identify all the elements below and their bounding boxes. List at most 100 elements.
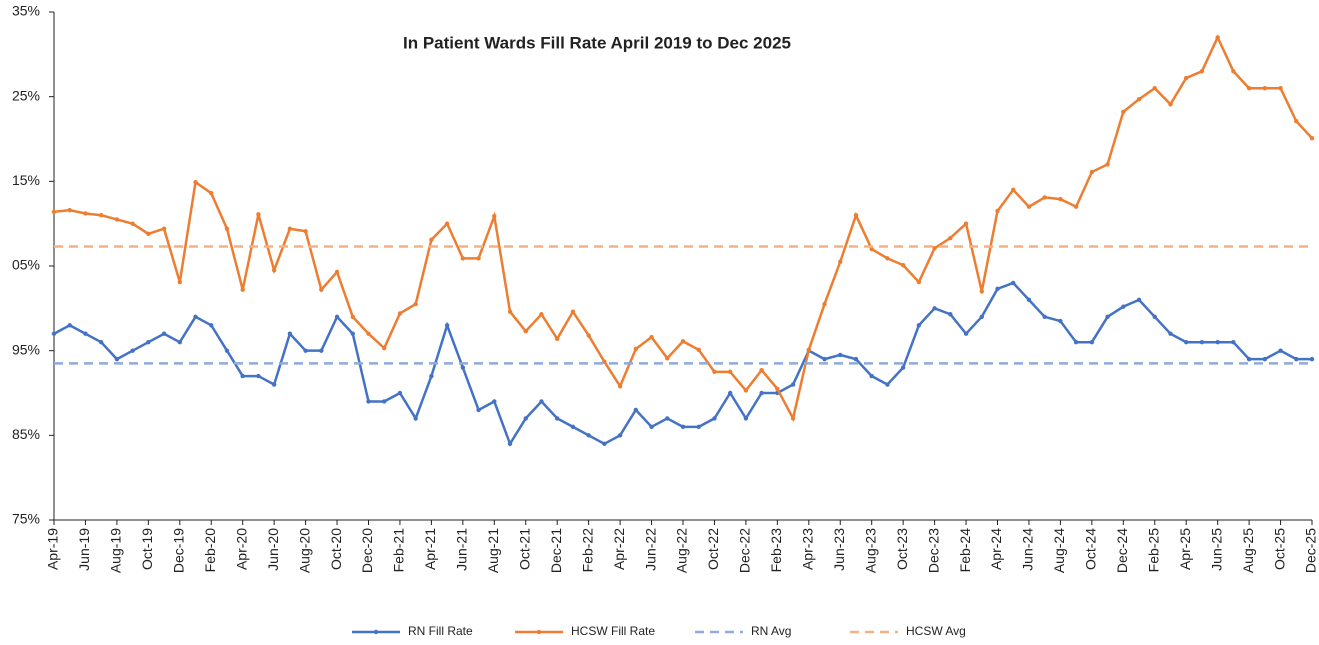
point (869, 373, 874, 379)
x-tick-label: Aug-25 (1240, 528, 1256, 573)
x-tick-label: Dec-25 (1303, 528, 1319, 573)
point (177, 340, 182, 345)
point (209, 323, 214, 328)
point (900, 262, 906, 268)
x-tick-label: Jun-21 (454, 528, 470, 571)
point (1058, 318, 1063, 324)
point (1231, 340, 1236, 345)
point (885, 382, 890, 387)
point (492, 213, 497, 219)
point (523, 328, 528, 334)
point (1042, 314, 1047, 319)
point (665, 356, 670, 361)
y-tick-label: 15% (12, 172, 40, 188)
point (256, 373, 261, 379)
x-tick-label: Apr-23 (800, 528, 816, 570)
point (948, 312, 953, 317)
point (727, 390, 733, 396)
point (1073, 204, 1079, 209)
point (476, 256, 481, 261)
point (193, 314, 198, 319)
point (1168, 102, 1173, 107)
x-tick-label: Apr-25 (1177, 528, 1193, 570)
point (916, 279, 922, 285)
point (224, 226, 230, 231)
point (161, 331, 167, 336)
point (838, 259, 843, 264)
x-tick-label: Dec-23 (925, 528, 941, 573)
point (1199, 340, 1205, 345)
point (979, 314, 984, 319)
point (1058, 196, 1063, 202)
point (1184, 75, 1189, 81)
point (1278, 86, 1283, 91)
point (1026, 297, 1032, 303)
point (287, 226, 293, 231)
x-tick-label: Apr-21 (422, 528, 438, 570)
point (979, 289, 984, 294)
point (161, 226, 167, 231)
point (1089, 340, 1095, 345)
point (759, 367, 764, 373)
point (963, 331, 969, 336)
point (114, 217, 120, 222)
point (460, 256, 466, 261)
point (1309, 135, 1315, 141)
x-tick-label: Feb-21 (391, 528, 407, 573)
point (633, 407, 639, 413)
point (1294, 356, 1299, 362)
x-tick-label: Jun-25 (1208, 528, 1224, 571)
x-tick-label: Oct-22 (705, 528, 721, 570)
point (869, 246, 874, 252)
point (366, 331, 371, 336)
point (1089, 169, 1095, 175)
legend-label: RN Avg (751, 624, 791, 638)
point (822, 356, 827, 362)
point (853, 356, 859, 362)
x-tick-label: Oct-19 (139, 528, 155, 570)
point (523, 416, 528, 421)
point (413, 301, 418, 307)
point (256, 212, 261, 217)
point (1184, 340, 1189, 345)
point (555, 416, 560, 421)
x-tick-label: Feb-23 (768, 528, 784, 573)
point (460, 365, 466, 370)
point (1105, 162, 1110, 167)
x-tick-label: Jun-24 (1020, 528, 1036, 571)
point (790, 416, 796, 421)
x-tick-label: Oct-24 (1083, 528, 1099, 570)
point (492, 399, 497, 404)
point (114, 356, 120, 362)
point (617, 384, 623, 389)
point (413, 416, 418, 421)
point (775, 386, 780, 391)
y-tick-label: 75% (12, 511, 40, 527)
point (539, 399, 544, 404)
point (507, 441, 513, 446)
point (224, 348, 230, 353)
x-tick-label: Dec-24 (1114, 528, 1130, 573)
point (680, 339, 686, 344)
y-tick-label: 05% (12, 257, 40, 273)
point (680, 424, 686, 430)
x-tick-label: Jun-22 (642, 528, 658, 571)
point (1246, 356, 1252, 362)
point (271, 382, 277, 387)
point (743, 388, 749, 393)
point (570, 309, 576, 314)
chart-title: In Patient Wards Fill Rate April 2019 to… (403, 33, 791, 52)
point (397, 390, 403, 396)
x-tick-label: Feb-22 (579, 528, 595, 573)
point (712, 416, 717, 421)
legend-label: HCSW Fill Rate (571, 624, 655, 638)
x-tick-label: Aug-22 (674, 528, 690, 573)
point (1278, 348, 1283, 353)
point (727, 369, 733, 375)
point (146, 340, 151, 345)
point (83, 211, 88, 216)
point (444, 221, 450, 226)
point (617, 433, 623, 438)
x-tick-label: Aug-19 (108, 528, 124, 573)
point (193, 179, 198, 185)
